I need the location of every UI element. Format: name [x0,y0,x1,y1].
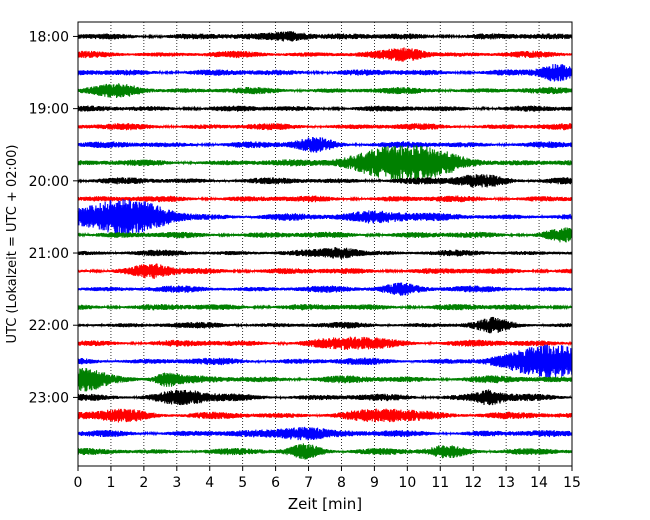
x-tick-label: 12 [464,475,482,491]
seismic-trace-2300 [77,389,573,406]
seismic-trace-1915 [77,123,573,131]
y-tick-label: 22:00 [29,318,69,334]
x-tick-label: 8 [337,475,346,491]
x-axis-ticks: 0 1 2 3 4 5 6 7 8 9 10 11 12 13 14 15 [74,466,581,491]
x-tick-label: 3 [172,475,181,491]
seismic-trace-2100 [77,247,573,259]
seismic-trace-1945 [77,145,573,181]
seismic-trace-2015 [77,195,573,203]
y-axis-label: UTC (Lokalzeit = UTC + 02:00) [5,145,20,344]
y-tick-label: 20:00 [29,174,69,190]
seismic-trace-2345 [77,443,573,460]
y-tick-label: 21:00 [29,246,69,262]
x-tick-label: 14 [530,475,548,491]
seismic-trace-2000 [77,174,573,188]
grid-lines [110,22,540,466]
x-tick-label: 0 [74,475,83,491]
x-axis-label: Zeit [min] [288,495,362,513]
x-tick-label: 6 [271,475,280,491]
seismic-trace-2045 [77,227,573,243]
seismic-trace-2230 [77,344,573,378]
x-tick-label: 7 [304,475,313,491]
seismic-trace-1845 [77,83,573,99]
seismic-trace-2145 [77,304,573,311]
x-tick-label: 9 [370,475,379,491]
seismic-trace-2115 [77,263,573,279]
plot-frame [77,21,573,467]
x-tick-label: 11 [431,475,449,491]
y-tick-label: 23:00 [29,390,69,406]
seismic-trace-2330 [77,426,573,441]
seismic-trace-2215 [77,336,573,350]
seismic-trace-1800 [77,31,573,42]
seismic-trace-2200 [77,316,573,334]
seismic-trace-1900 [77,105,573,112]
x-tick-label: 4 [205,475,214,491]
x-tick-label: 1 [106,475,115,491]
x-tick-label: 2 [139,475,148,491]
seismic-trace-1930 [77,137,573,153]
seismic-trace-1830 [77,63,573,82]
seismic-trace-2130 [77,282,573,296]
y-tick-label: 18:00 [29,29,69,45]
x-tick-label: 10 [398,475,416,491]
x-tick-label: 13 [497,475,515,491]
y-tick-label: 19:00 [29,102,69,118]
x-tick-label: 5 [238,475,247,491]
seismic-trace-2315 [77,408,573,423]
seismic-trace-1815 [77,47,573,62]
x-tick-label: 15 [563,475,581,491]
y-axis-ticks: 18:00 19:00 20:00 21:00 22:00 23:00 [29,29,78,406]
seismic-trace-2245 [77,367,573,392]
seismic-trace-2030 [77,199,573,236]
seismic-traces [77,31,573,460]
